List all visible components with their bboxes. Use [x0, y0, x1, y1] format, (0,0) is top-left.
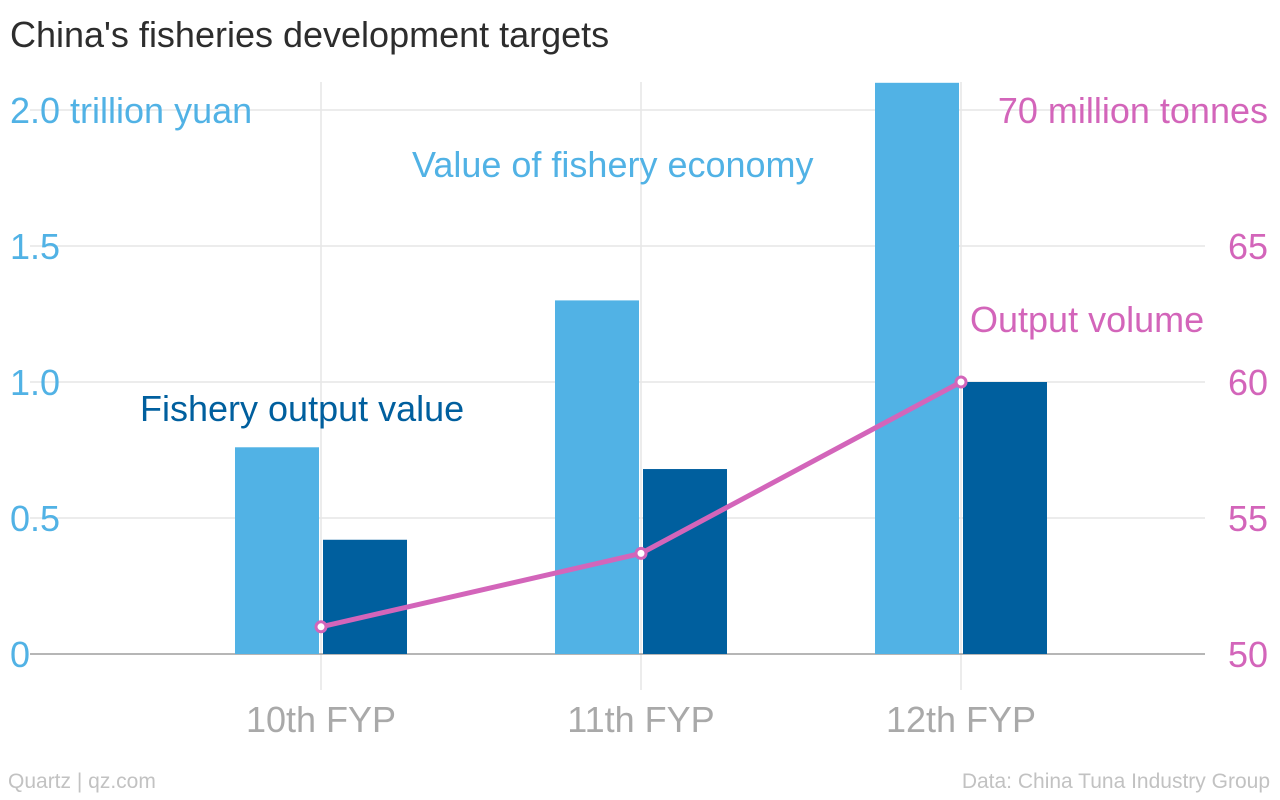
x-tick-label: 12th FYP	[886, 699, 1036, 740]
y-right-tick-label: 50	[1228, 634, 1268, 675]
x-tick-label: 10th FYP	[246, 699, 396, 740]
bar-fishery-output-value	[323, 539, 407, 654]
bar-value-of-fishery-economy	[875, 82, 959, 655]
y-right-tick-label: 70 million tonnes	[998, 90, 1268, 131]
y-right-tick-label: 60	[1228, 362, 1268, 403]
y-right-tick-label: 65	[1228, 226, 1268, 267]
point-output-volume	[314, 620, 328, 634]
annotation-output-volume: Output volume	[970, 299, 1204, 340]
y-left-tick-label: 1.5	[10, 226, 60, 267]
footer-source-left: Quartz | qz.com	[8, 770, 156, 793]
bar-fishery-output-value	[963, 382, 1047, 654]
point-output-volume	[634, 546, 648, 560]
annotation-value-of-fishery-economy: Value of fishery economy	[412, 144, 814, 185]
x-tick-label: 11th FYP	[567, 699, 714, 740]
y-right-tick-label: 55	[1228, 498, 1268, 539]
chart-title: China's fisheries development targets	[10, 14, 610, 55]
bar-value-of-fishery-economy	[555, 300, 639, 654]
point-output-volume	[954, 375, 968, 389]
annotation-fishery-output-value: Fishery output value	[140, 388, 464, 429]
y-left-tick-label: 2.0 trillion yuan	[10, 90, 252, 131]
y-left-tick-label: 1.0	[10, 362, 60, 403]
bar-fishery-output-value	[643, 469, 727, 654]
y-left-tick-label: 0	[10, 634, 30, 675]
bar-value-of-fishery-economy	[235, 447, 319, 654]
footer-source-right: Data: China Tuna Industry Group	[961, 770, 1270, 793]
y-left-tick-label: 0.5	[10, 498, 60, 539]
